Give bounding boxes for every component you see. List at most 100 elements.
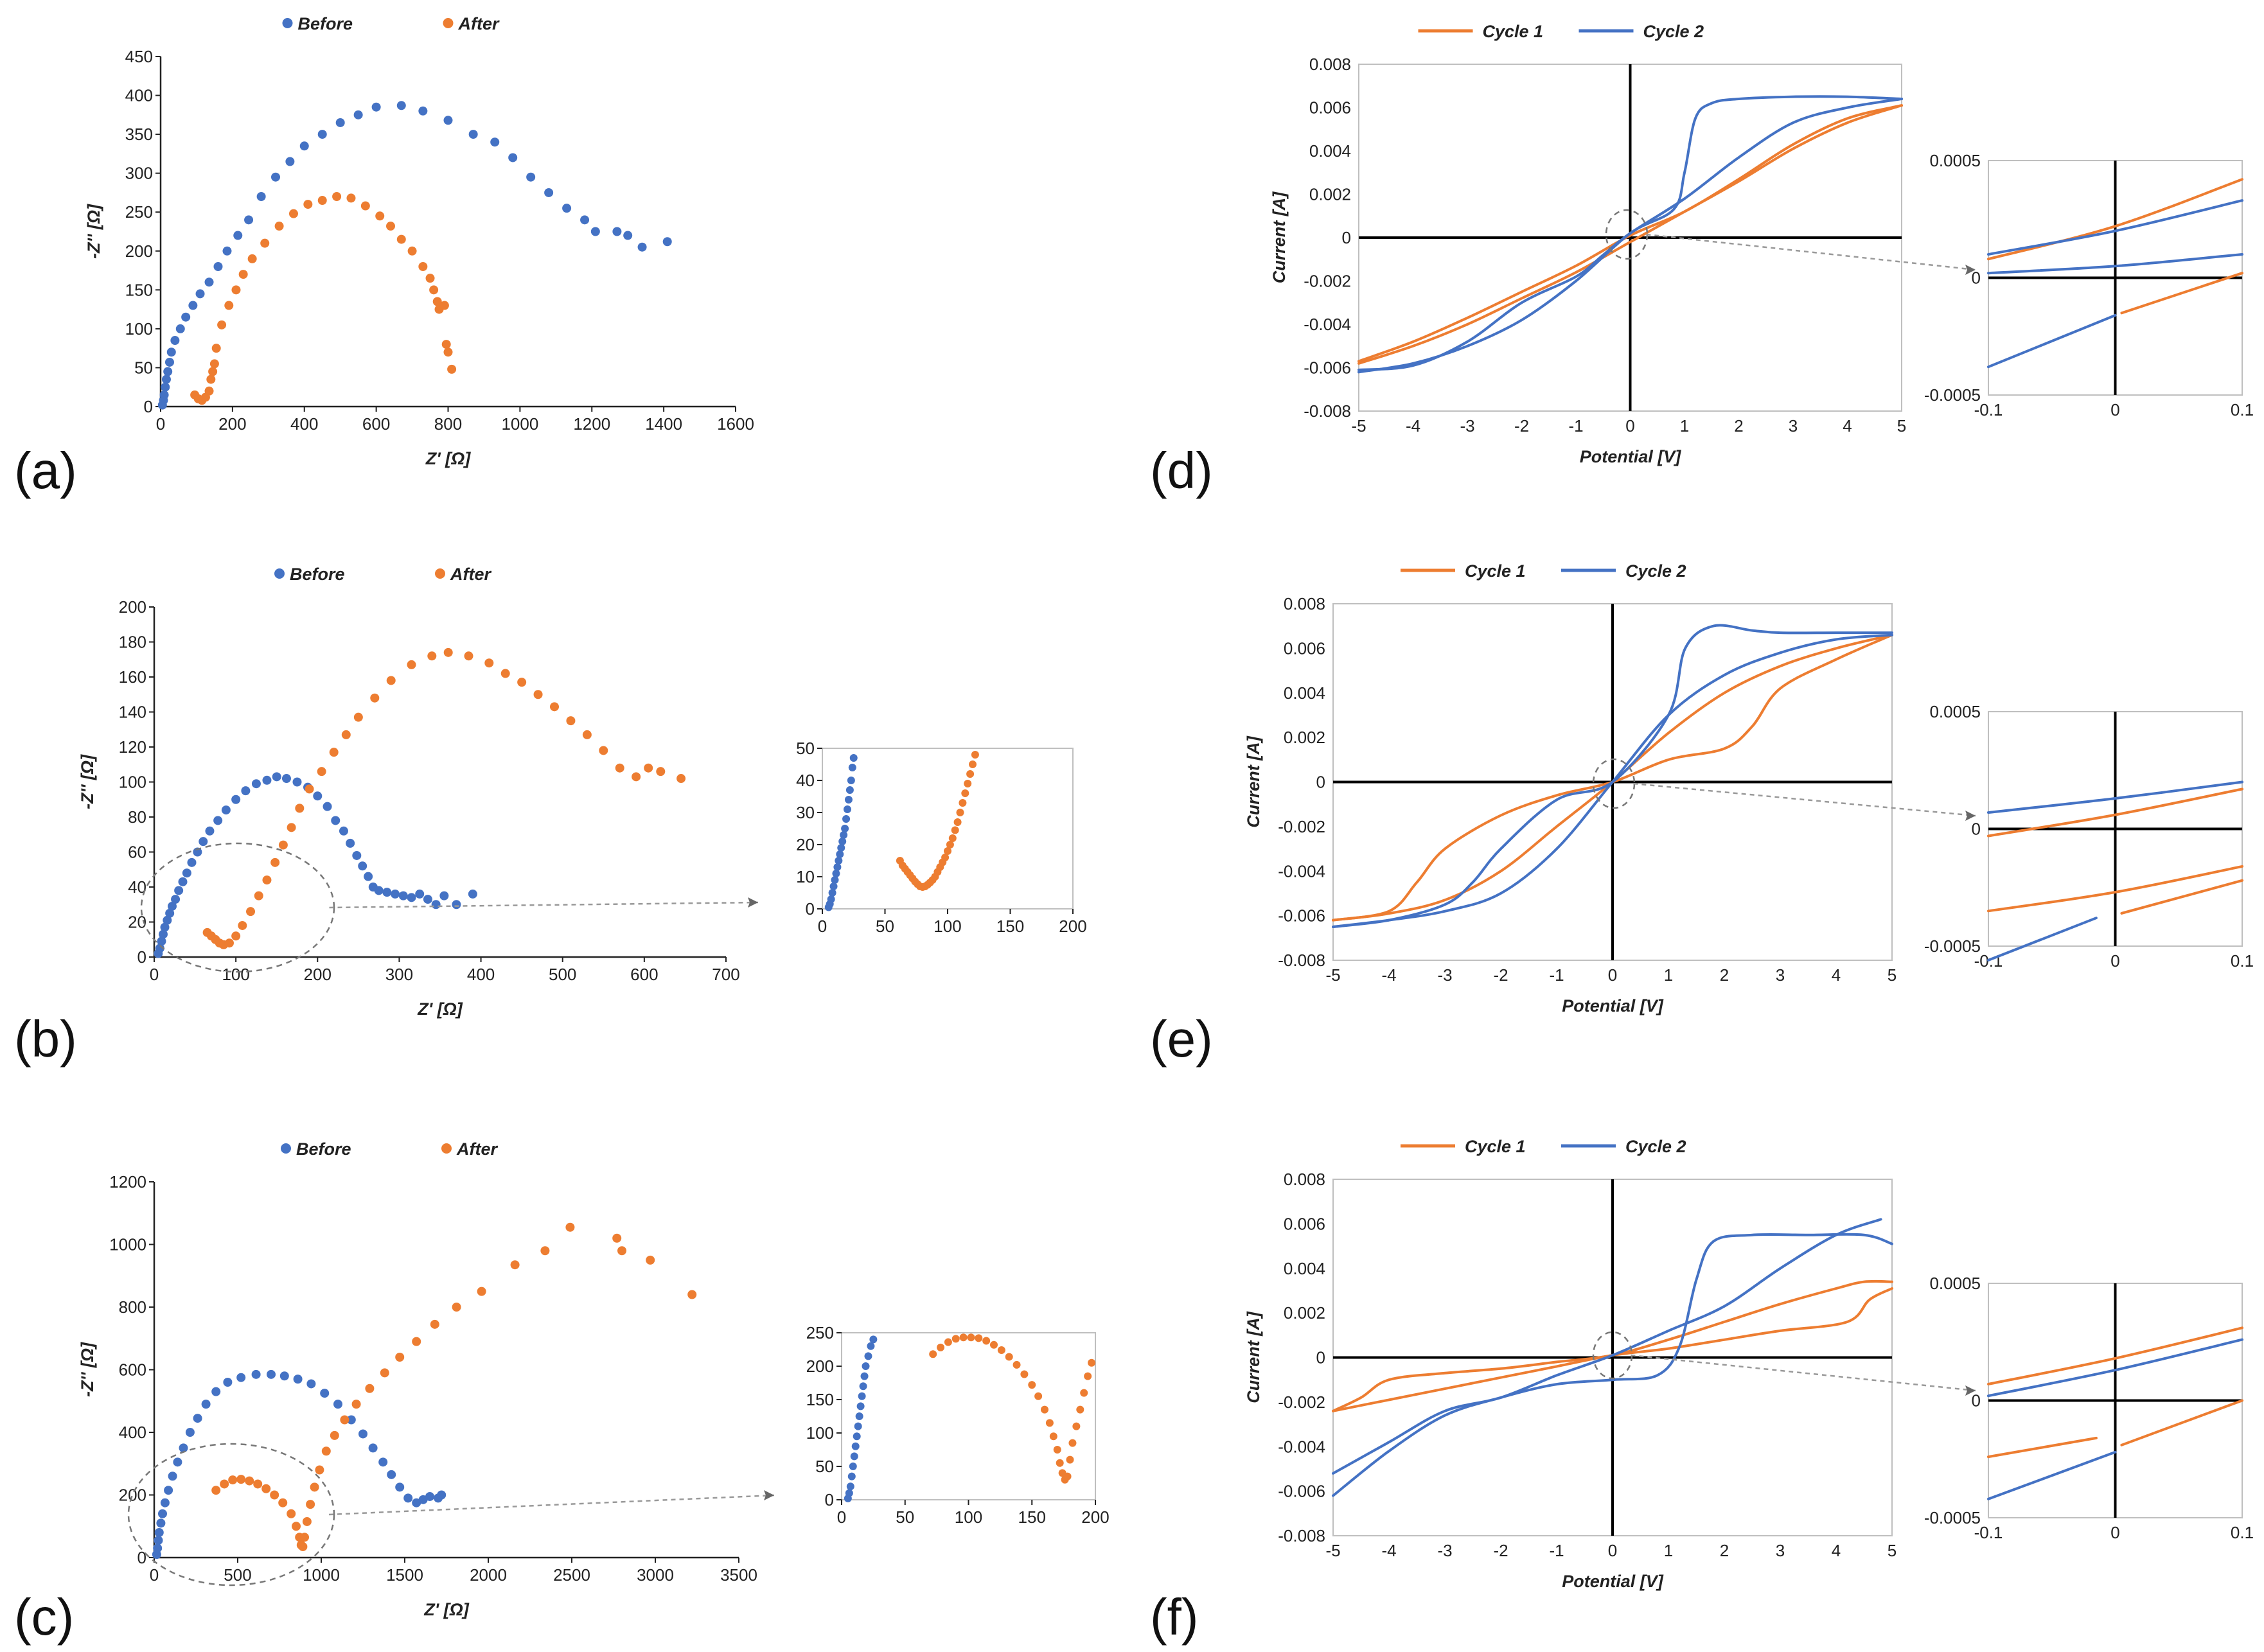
y-tick-label: 0 bbox=[1316, 1348, 1325, 1367]
data-point-after bbox=[1084, 1372, 1092, 1380]
zoom-arrowhead-e bbox=[1965, 811, 1976, 821]
zoom-arrow-e bbox=[1633, 782, 1976, 817]
x-tick-label: 1600 bbox=[717, 414, 754, 434]
data-point-after bbox=[1020, 1370, 1029, 1378]
y-tick-label: -0.0005 bbox=[1924, 385, 1981, 405]
data-point-before bbox=[844, 796, 853, 804]
data-point-after bbox=[944, 1338, 952, 1346]
data-point-before bbox=[856, 1402, 865, 1410]
data-point-after bbox=[224, 301, 234, 310]
data-point-after bbox=[254, 891, 263, 901]
panel-label-b: (b) bbox=[14, 1010, 77, 1068]
data-point-after bbox=[1045, 1419, 1054, 1427]
legend: Cycle 1 Cycle 2 bbox=[1401, 1137, 1686, 1156]
zoom-arrowhead-f bbox=[1965, 1385, 1976, 1396]
legend-marker-before bbox=[274, 568, 285, 579]
y-tick-label: 0 bbox=[1972, 1391, 1981, 1410]
y-tick-label: 0 bbox=[1342, 228, 1351, 247]
y-tick-label: 150 bbox=[125, 280, 153, 299]
data-point-before bbox=[331, 816, 340, 825]
x-tick-label: 4 bbox=[1832, 965, 1841, 985]
data-point-before bbox=[272, 772, 281, 782]
data-point-after bbox=[500, 669, 510, 678]
data-point-after bbox=[517, 678, 527, 687]
data-point-after bbox=[418, 262, 428, 271]
x-tick-label: -5 bbox=[1325, 1541, 1340, 1560]
panel-label-e: (e) bbox=[1150, 1010, 1213, 1068]
data-point-before bbox=[236, 1373, 246, 1382]
x-axis-title: Z' [Ω] bbox=[425, 449, 471, 468]
data-point-before bbox=[352, 850, 362, 860]
y-tick-label: -0.002 bbox=[1278, 1393, 1325, 1412]
data-point-after bbox=[1056, 1459, 1064, 1467]
curve-cycle-1 bbox=[1987, 178, 2243, 261]
legend-label: Cycle 1 bbox=[1483, 22, 1544, 41]
data-point-after bbox=[964, 780, 972, 787]
y-tick-label: -0.006 bbox=[1278, 1482, 1325, 1501]
data-point-before bbox=[333, 1400, 342, 1409]
panel-label-a: (a) bbox=[14, 442, 77, 499]
legend-label: Before bbox=[290, 565, 345, 584]
data-point-after bbox=[1013, 1360, 1021, 1369]
data-point-after bbox=[353, 712, 363, 722]
data-point-before bbox=[306, 1379, 316, 1389]
data-point-after bbox=[948, 834, 957, 842]
y-tick-label: -0.004 bbox=[1304, 315, 1351, 334]
data-point-after bbox=[929, 1350, 937, 1358]
y-tick-label: 200 bbox=[125, 242, 153, 261]
data-point-after bbox=[464, 651, 473, 661]
data-point-after bbox=[261, 1484, 271, 1493]
x-tick-label: 1000 bbox=[303, 1565, 340, 1585]
zoom-arrowhead-b bbox=[748, 897, 758, 908]
x-tick-label: -2 bbox=[1493, 1541, 1508, 1560]
y-axis-title: -Z'' [Ω] bbox=[78, 754, 97, 809]
data-point-after bbox=[951, 1335, 960, 1343]
x-tick-label: 100 bbox=[955, 1507, 982, 1527]
x-tick-label: 100 bbox=[933, 917, 961, 936]
data-point-before bbox=[544, 188, 554, 197]
data-point-after bbox=[967, 1333, 975, 1342]
data-point-before bbox=[299, 141, 309, 151]
data-point-before bbox=[346, 838, 355, 848]
y-tick-label: 10 bbox=[796, 867, 815, 886]
x-tick-label: 0 bbox=[2110, 951, 2119, 971]
y-tick-label: 80 bbox=[128, 807, 146, 827]
data-point-before bbox=[590, 227, 600, 236]
curve-cycle-1 bbox=[2120, 272, 2243, 315]
data-point-before bbox=[382, 888, 392, 897]
x-tick-label: 500 bbox=[549, 965, 576, 984]
data-point-before bbox=[164, 1486, 173, 1495]
y-tick-label: 0.004 bbox=[1309, 141, 1351, 161]
data-point-before bbox=[845, 1489, 853, 1497]
data-point-before bbox=[840, 831, 848, 839]
data-point-before bbox=[179, 1443, 188, 1453]
data-point-before bbox=[867, 1342, 875, 1350]
y-tick-label: 450 bbox=[125, 47, 153, 66]
data-point-before bbox=[339, 826, 348, 836]
data-point-before bbox=[164, 357, 174, 367]
data-point-before bbox=[841, 825, 849, 832]
data-point-before bbox=[320, 1389, 330, 1398]
y-tick-label: -0.004 bbox=[1278, 1437, 1325, 1456]
data-point-before bbox=[193, 1414, 202, 1423]
y-tick-label: 0.008 bbox=[1284, 1170, 1325, 1189]
data-point-before bbox=[199, 837, 208, 847]
x-tick-label: 200 bbox=[1059, 917, 1086, 936]
plot-frame bbox=[822, 748, 1074, 909]
y-tick-label: 50 bbox=[134, 358, 153, 377]
legend-label: Cycle 2 bbox=[1643, 22, 1704, 41]
x-tick-label: 0 bbox=[2110, 1523, 2119, 1542]
data-point-before bbox=[508, 153, 518, 163]
y-tick-label: 0.004 bbox=[1284, 683, 1325, 703]
x-tick-label: 3 bbox=[1776, 1541, 1785, 1560]
data-point-before bbox=[154, 1536, 163, 1545]
data-point-before bbox=[233, 231, 243, 240]
data-point-before bbox=[612, 227, 622, 236]
zoom-region-c bbox=[127, 1443, 335, 1586]
x-tick-label: 0 bbox=[150, 965, 159, 984]
data-point-before bbox=[848, 764, 856, 771]
data-point-before bbox=[178, 877, 188, 886]
data-point-after bbox=[231, 931, 241, 941]
y-tick-label: -0.002 bbox=[1278, 817, 1325, 836]
data-point-after bbox=[315, 1465, 324, 1475]
